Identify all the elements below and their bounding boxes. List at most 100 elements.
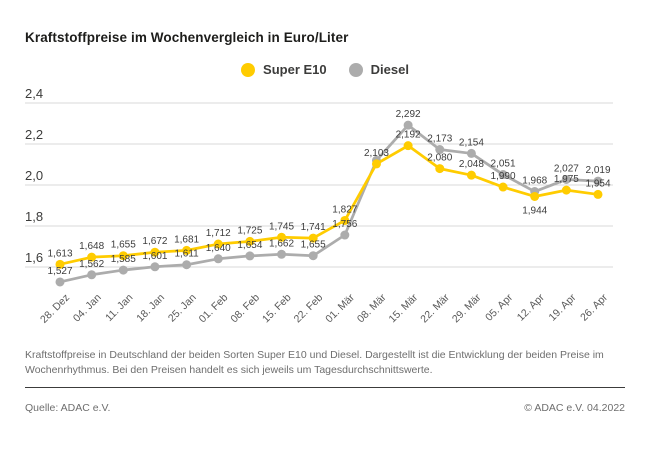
data-label: 2,080 — [427, 153, 452, 164]
x-tick-label: 15. Feb — [260, 292, 294, 326]
data-point — [435, 145, 445, 155]
data-point — [118, 251, 128, 261]
data-point — [530, 191, 540, 201]
data-point — [182, 245, 192, 255]
x-tick-label: 01. Feb — [197, 292, 231, 326]
legend-item-diesel: Diesel — [348, 62, 409, 77]
data-label: 1,562 — [79, 259, 104, 270]
legend-label-super-e10: Super E10 — [263, 62, 327, 77]
data-label: 2,154 — [459, 137, 484, 148]
x-tick-label: 29. Mär — [450, 291, 484, 325]
x-tick-label: 08. Mär — [355, 291, 389, 325]
data-label: 1,654 — [237, 240, 262, 251]
series-line-super-e10 — [58, 144, 600, 266]
diesel-dot-icon — [348, 62, 363, 77]
data-label: 1,827 — [332, 204, 357, 215]
data-point — [498, 170, 508, 180]
data-label: 2,292 — [396, 109, 421, 120]
footer-row: Quelle: ADAC e.V. © ADAC e.V. 04.2022 — [25, 402, 625, 414]
data-label: 1,601 — [142, 251, 167, 262]
data-point — [466, 170, 476, 180]
data-point — [498, 182, 508, 192]
data-point — [213, 254, 223, 264]
data-label: 1,681 — [174, 234, 199, 245]
data-point — [593, 176, 603, 186]
data-label: 1,968 — [522, 176, 547, 187]
legend-item-super-e10: Super E10 — [241, 62, 327, 77]
data-point — [403, 120, 413, 130]
x-tick-label: 18. Jan — [134, 292, 167, 325]
y-tick-label: 1,8 — [25, 209, 43, 224]
footer-divider — [25, 387, 625, 388]
data-point — [245, 236, 255, 246]
data-label: 2,103 — [364, 148, 389, 159]
data-label: 1,655 — [111, 240, 136, 251]
x-tick-label: 11. Jan — [103, 292, 135, 324]
data-label: 1,611 — [174, 249, 199, 260]
data-label: 1,741 — [301, 222, 326, 233]
data-point — [561, 185, 571, 195]
data-label: 1,712 — [206, 228, 231, 239]
data-label: 1,662 — [269, 238, 294, 249]
data-point — [593, 189, 603, 199]
data-label: 1,745 — [269, 221, 294, 232]
x-tick-label: 22. Mär — [418, 291, 452, 325]
data-label: 1,613 — [47, 248, 72, 259]
data-point — [561, 174, 571, 184]
data-label: 1,640 — [206, 243, 231, 254]
data-point — [435, 164, 445, 174]
data-point — [87, 270, 97, 280]
x-tick-label: 28. Dez — [38, 292, 72, 326]
super-e10-dot-icon — [241, 62, 256, 77]
data-label: 1,725 — [237, 225, 262, 236]
source-text: Quelle: ADAC e.V. — [25, 402, 111, 414]
x-tick-label: 08. Feb — [228, 292, 262, 326]
data-point — [182, 260, 192, 270]
x-tick-label: 22. Feb — [292, 292, 326, 326]
data-point — [213, 239, 223, 249]
data-point — [55, 277, 65, 287]
data-point — [466, 148, 476, 158]
data-point — [340, 215, 350, 225]
x-tick-label: 15. Mär — [387, 291, 421, 325]
data-label: 2,019 — [585, 165, 610, 176]
data-label: 2,027 — [554, 163, 579, 174]
data-label: 2,173 — [427, 134, 452, 145]
data-label: 1,944 — [522, 205, 547, 216]
x-tick-label: 05. Apr — [483, 291, 515, 323]
y-tick-label: 2,2 — [25, 127, 43, 142]
data-label: 1,990 — [491, 171, 516, 182]
data-label: 1,527 — [47, 266, 72, 277]
data-label: 2,051 — [491, 159, 516, 170]
data-label: 2,048 — [459, 159, 484, 170]
data-point — [150, 247, 160, 257]
data-point — [55, 259, 65, 269]
x-tick-label: 01. Mär — [323, 291, 357, 325]
data-point — [245, 251, 255, 261]
legend-label-diesel: Diesel — [370, 62, 409, 77]
x-tick-label: 19. Apr — [546, 291, 578, 323]
chart-legend: Super E10 Diesel — [0, 62, 650, 77]
x-tick-label: 26. Apr — [578, 291, 610, 323]
data-point — [277, 232, 287, 242]
data-point — [371, 159, 381, 169]
data-point — [87, 252, 97, 262]
chart-description: Kraftstoffpreise in Deutschland der beid… — [25, 349, 604, 377]
data-label: 2,192 — [396, 130, 421, 141]
data-point — [118, 265, 128, 275]
x-tick-label: 12. Apr — [515, 291, 547, 323]
data-label: 1,655 — [301, 240, 326, 251]
data-point — [277, 249, 287, 259]
data-point — [308, 251, 318, 261]
data-label: 1,954 — [585, 178, 610, 189]
chart-title: Kraftstoffpreise im Wochenvergleich in E… — [25, 30, 349, 45]
data-point — [150, 262, 160, 272]
x-tick-label: 25. Jan — [166, 292, 199, 325]
series-line-diesel — [58, 123, 600, 284]
data-point — [308, 233, 318, 243]
data-label: 1,585 — [111, 254, 136, 265]
x-tick-label: 04. Jan — [71, 292, 104, 325]
data-label: 1,648 — [79, 241, 104, 252]
